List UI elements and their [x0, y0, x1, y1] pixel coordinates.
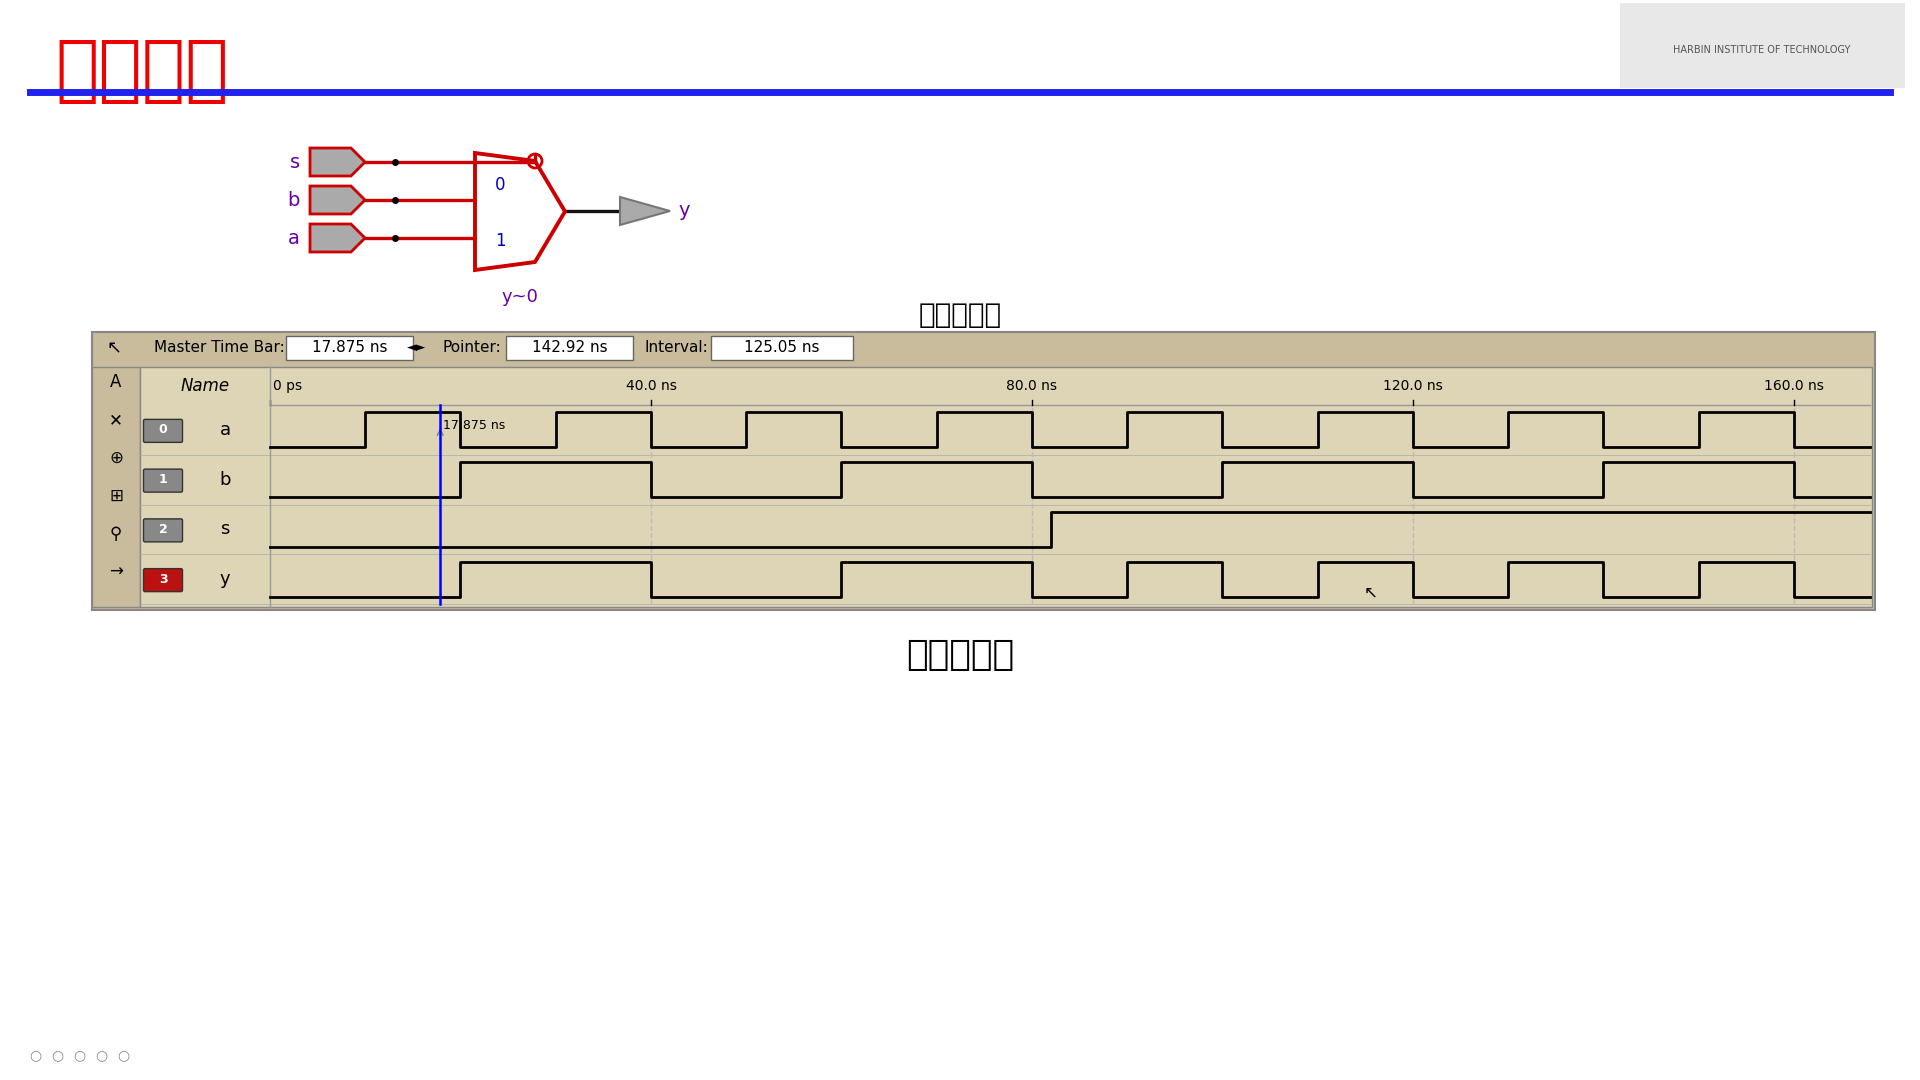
Text: Interval:: Interval: — [645, 340, 708, 355]
Text: b: b — [288, 190, 300, 210]
Text: 1: 1 — [159, 473, 167, 486]
FancyBboxPatch shape — [144, 469, 182, 492]
Text: a: a — [288, 229, 300, 247]
Text: ↖: ↖ — [106, 339, 121, 357]
Text: a: a — [219, 421, 230, 438]
Text: ○: ○ — [117, 1048, 129, 1062]
FancyBboxPatch shape — [710, 336, 852, 360]
Text: 仿真波形图: 仿真波形图 — [906, 638, 1014, 672]
Text: b: b — [219, 471, 230, 488]
FancyBboxPatch shape — [507, 336, 634, 360]
Text: ↖: ↖ — [1363, 583, 1377, 600]
Text: s: s — [290, 152, 300, 172]
Text: ○: ○ — [94, 1048, 108, 1062]
Polygon shape — [620, 197, 670, 225]
Text: y: y — [219, 570, 230, 589]
Text: 160.0 ns: 160.0 ns — [1764, 379, 1824, 393]
Polygon shape — [309, 224, 365, 252]
FancyBboxPatch shape — [144, 518, 182, 542]
Text: 仿真结果: 仿真结果 — [56, 38, 228, 107]
Text: 0: 0 — [495, 176, 505, 194]
Polygon shape — [309, 186, 365, 214]
Text: y: y — [678, 202, 689, 220]
Text: ○: ○ — [52, 1048, 63, 1062]
Text: ◄►: ◄► — [407, 341, 426, 354]
Text: 120.0 ns: 120.0 ns — [1382, 379, 1442, 393]
Text: ⊕: ⊕ — [109, 449, 123, 467]
FancyBboxPatch shape — [286, 336, 413, 360]
Text: A: A — [109, 373, 121, 391]
Text: 2: 2 — [159, 523, 167, 536]
Text: ⊞: ⊞ — [109, 487, 123, 505]
FancyBboxPatch shape — [92, 367, 140, 607]
Text: 1: 1 — [495, 232, 505, 249]
Text: 0: 0 — [159, 423, 167, 436]
Text: ⚲: ⚲ — [109, 525, 123, 543]
Text: 142.92 ns: 142.92 ns — [532, 340, 607, 355]
Text: 125.05 ns: 125.05 ns — [745, 340, 820, 355]
Text: Name: Name — [180, 377, 230, 395]
Text: Master Time Bar:: Master Time Bar: — [154, 340, 284, 355]
FancyBboxPatch shape — [92, 332, 1876, 610]
FancyBboxPatch shape — [140, 367, 1872, 607]
Polygon shape — [309, 148, 365, 176]
FancyBboxPatch shape — [144, 569, 182, 592]
Text: s: s — [221, 521, 230, 538]
Text: ○: ○ — [29, 1048, 40, 1062]
Text: 0 ps: 0 ps — [273, 379, 301, 393]
Text: 17.875 ns: 17.875 ns — [311, 340, 388, 355]
Text: 3: 3 — [159, 572, 167, 585]
Text: →: → — [109, 563, 123, 581]
Text: 40.0 ns: 40.0 ns — [626, 379, 676, 393]
Text: ✕: ✕ — [109, 411, 123, 429]
Text: ○: ○ — [73, 1048, 84, 1062]
Text: y~0: y~0 — [501, 288, 538, 306]
Text: 17.875 ns: 17.875 ns — [444, 419, 505, 432]
Text: Pointer:: Pointer: — [442, 340, 501, 355]
Text: 80.0 ns: 80.0 ns — [1006, 379, 1058, 393]
FancyBboxPatch shape — [1620, 3, 1905, 87]
Text: HARBIN INSTITUTE OF TECHNOLOGY: HARBIN INSTITUTE OF TECHNOLOGY — [1674, 45, 1851, 55]
Text: 仿真电路图: 仿真电路图 — [918, 301, 1002, 329]
FancyBboxPatch shape — [144, 419, 182, 443]
